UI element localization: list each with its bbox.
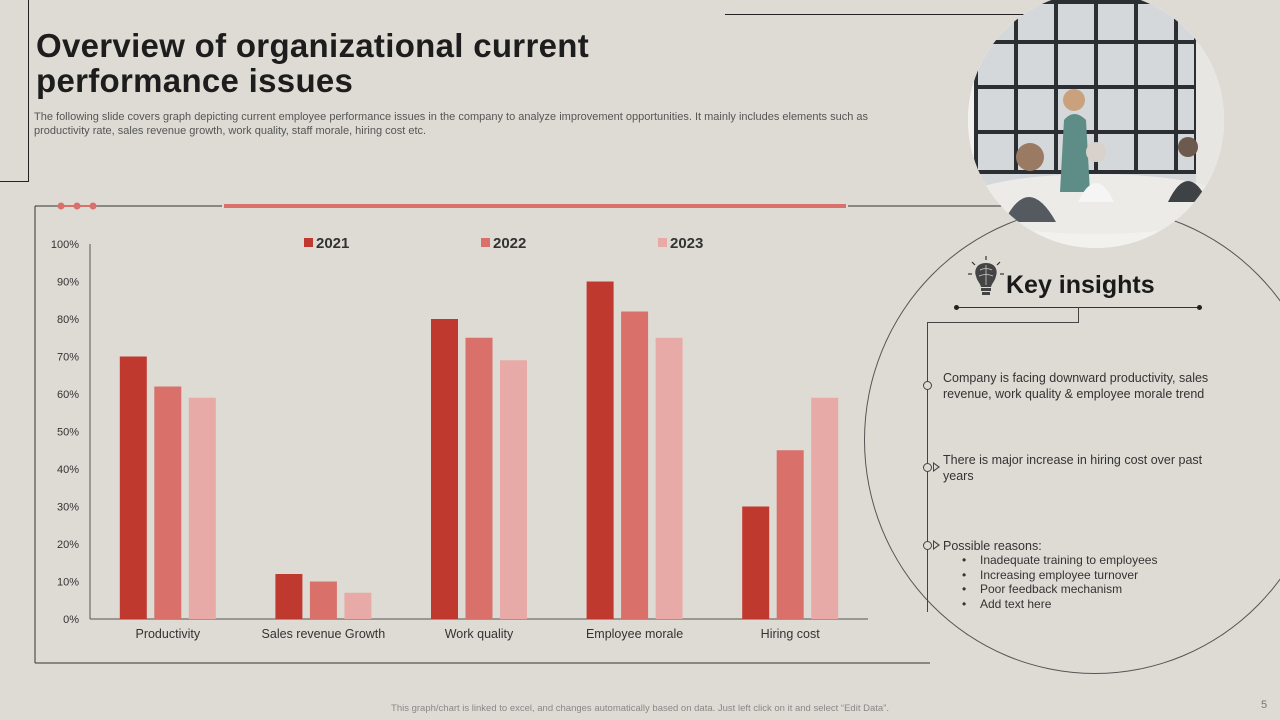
bar-2021: [586, 281, 614, 619]
y-tick-label: 0%: [63, 614, 79, 626]
bullet-ring-icon: [923, 463, 932, 472]
list-item: Increasing employee turnover: [962, 568, 1157, 583]
y-tick-label: 30%: [57, 502, 79, 514]
bar-2023: [344, 592, 372, 619]
y-tick-label: 70%: [57, 352, 79, 364]
legend-swatch: [481, 238, 490, 247]
bar-2022: [309, 581, 337, 619]
y-tick-label: 40%: [57, 464, 79, 476]
bullet-ring-icon: [923, 541, 932, 550]
reasons-list: Inadequate training to employees Increas…: [962, 553, 1157, 611]
bar-2021: [742, 506, 770, 619]
x-tick-label: Hiring cost: [761, 627, 821, 641]
bullet-ring-icon: [923, 381, 932, 390]
plot-area: 0% 10% 20% 30% 40% 50% 60% 70% 80% 90% 100% Product…: [51, 235, 868, 641]
x-tick-label: Employee morale: [586, 627, 683, 641]
underline-dot: [954, 305, 959, 310]
legend-swatch: [304, 238, 313, 247]
insight-item-2: There is major increase in hiring cost o…: [943, 453, 1203, 483]
bar-2023: [188, 397, 216, 619]
bar-2021: [275, 574, 303, 619]
connector-line: [1078, 307, 1079, 323]
bar-2022: [621, 311, 649, 619]
legend-swatch: [658, 238, 667, 247]
footer-note: This graph/chart is linked to excel, and…: [391, 703, 889, 714]
y-tick-label: 50%: [57, 427, 79, 439]
y-tick-label: 90%: [57, 277, 79, 289]
x-tick-label: Sales revenue Growth: [262, 627, 386, 641]
bar-2021: [119, 356, 147, 619]
bar-2023: [500, 360, 527, 619]
page-number: 5: [1261, 699, 1268, 711]
triangle-arrow-icon: [933, 462, 940, 472]
list-item: Poor feedback mechanism: [962, 582, 1157, 597]
chart-decor-dot: [73, 202, 81, 210]
legend-label: 2022: [493, 235, 526, 252]
legend-label: 2023: [670, 235, 703, 252]
insight-item-1: Company is facing downward productivity,…: [943, 371, 1209, 401]
legend-label: 2021: [316, 235, 349, 252]
list-item: Add text here: [962, 597, 1157, 612]
bar-2022: [776, 450, 804, 619]
corner-frame-horizontal: [0, 181, 29, 182]
connector-line: [927, 322, 1079, 323]
bar-2023: [811, 397, 839, 619]
y-tick-label: 80%: [57, 314, 79, 326]
office-meeting-photo: [968, 0, 1224, 248]
bar-2021: [431, 319, 458, 619]
triangle-arrow-icon: [933, 540, 940, 550]
y-tick-label: 100%: [51, 239, 79, 251]
chart-decor-dot: [89, 202, 97, 210]
underline-dot: [1197, 305, 1202, 310]
bar-2022: [154, 386, 182, 619]
top-decor-line: [725, 14, 1025, 15]
x-tick-label: Work quality: [445, 627, 514, 641]
bar-2022: [465, 337, 493, 619]
slide-title: Overview of organizational current perfo…: [36, 27, 589, 99]
list-item: Inadequate training to employees: [962, 553, 1157, 568]
chart-decor-dot: [57, 202, 65, 210]
chart-frame: [34, 202, 1010, 664]
bar-2023: [655, 337, 683, 619]
key-insights-title: Key insights: [1006, 271, 1155, 299]
x-tick-label: Productivity: [135, 627, 200, 641]
chart-accent-bar: [224, 204, 846, 208]
corner-frame-vertical: [28, 0, 29, 182]
slide-subtitle: The following slide covers graph depicti…: [34, 111, 868, 137]
brain-lightbulb-icon: [968, 256, 1004, 295]
y-tick-label: 20%: [57, 539, 79, 551]
insight-item-3: Possible reasons:: [943, 539, 1042, 553]
y-tick-label: 10%: [57, 577, 79, 589]
y-tick-label: 60%: [57, 389, 79, 401]
